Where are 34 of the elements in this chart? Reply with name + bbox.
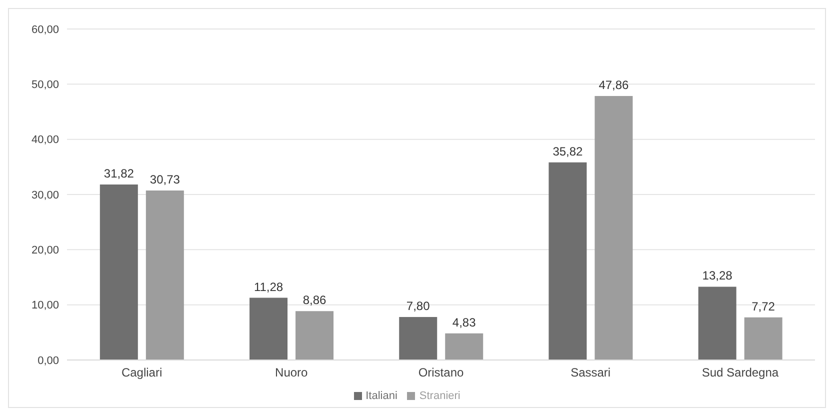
legend-label: Stranieri	[419, 390, 460, 402]
bar	[594, 96, 633, 360]
data-label: 11,28	[254, 280, 284, 294]
data-label: 4,83	[452, 315, 476, 330]
y-tick-label: 40,00	[31, 134, 59, 146]
data-label: 7,72	[752, 299, 776, 314]
data-label: 8,86	[302, 293, 327, 308]
y-tick-label: 0,00	[38, 354, 59, 367]
x-tick-label: Oristano	[418, 366, 464, 380]
data-label: 30,73	[150, 172, 180, 186]
data-label: 35,82	[552, 144, 584, 158]
y-tick-label: 20,00	[31, 244, 59, 257]
y-tick-label: 30,00	[31, 189, 59, 202]
data-label: 7,80	[406, 298, 430, 313]
bar	[146, 190, 184, 360]
bar	[100, 184, 138, 360]
y-tick-label: 10,00	[31, 300, 59, 312]
y-tick-label: 50,00	[31, 79, 59, 92]
x-tick-label: Sassari	[570, 366, 611, 380]
bar	[399, 316, 438, 360]
bar	[250, 298, 288, 360]
x-tick-label: Cagliari	[121, 366, 162, 380]
bar	[744, 317, 782, 360]
x-tick-label: Sud Sardegna	[702, 366, 779, 380]
data-label: 31,82	[104, 166, 134, 180]
legend-label: Italiani	[366, 390, 398, 402]
bar	[698, 286, 736, 360]
data-label: 13,28	[702, 268, 733, 283]
bar	[445, 333, 484, 360]
bar	[296, 311, 334, 360]
y-tick-label: 60,00	[31, 24, 59, 36]
x-tick-label: Nuoro	[275, 366, 308, 380]
data-label: 47,86	[598, 78, 630, 92]
bar	[548, 162, 587, 360]
